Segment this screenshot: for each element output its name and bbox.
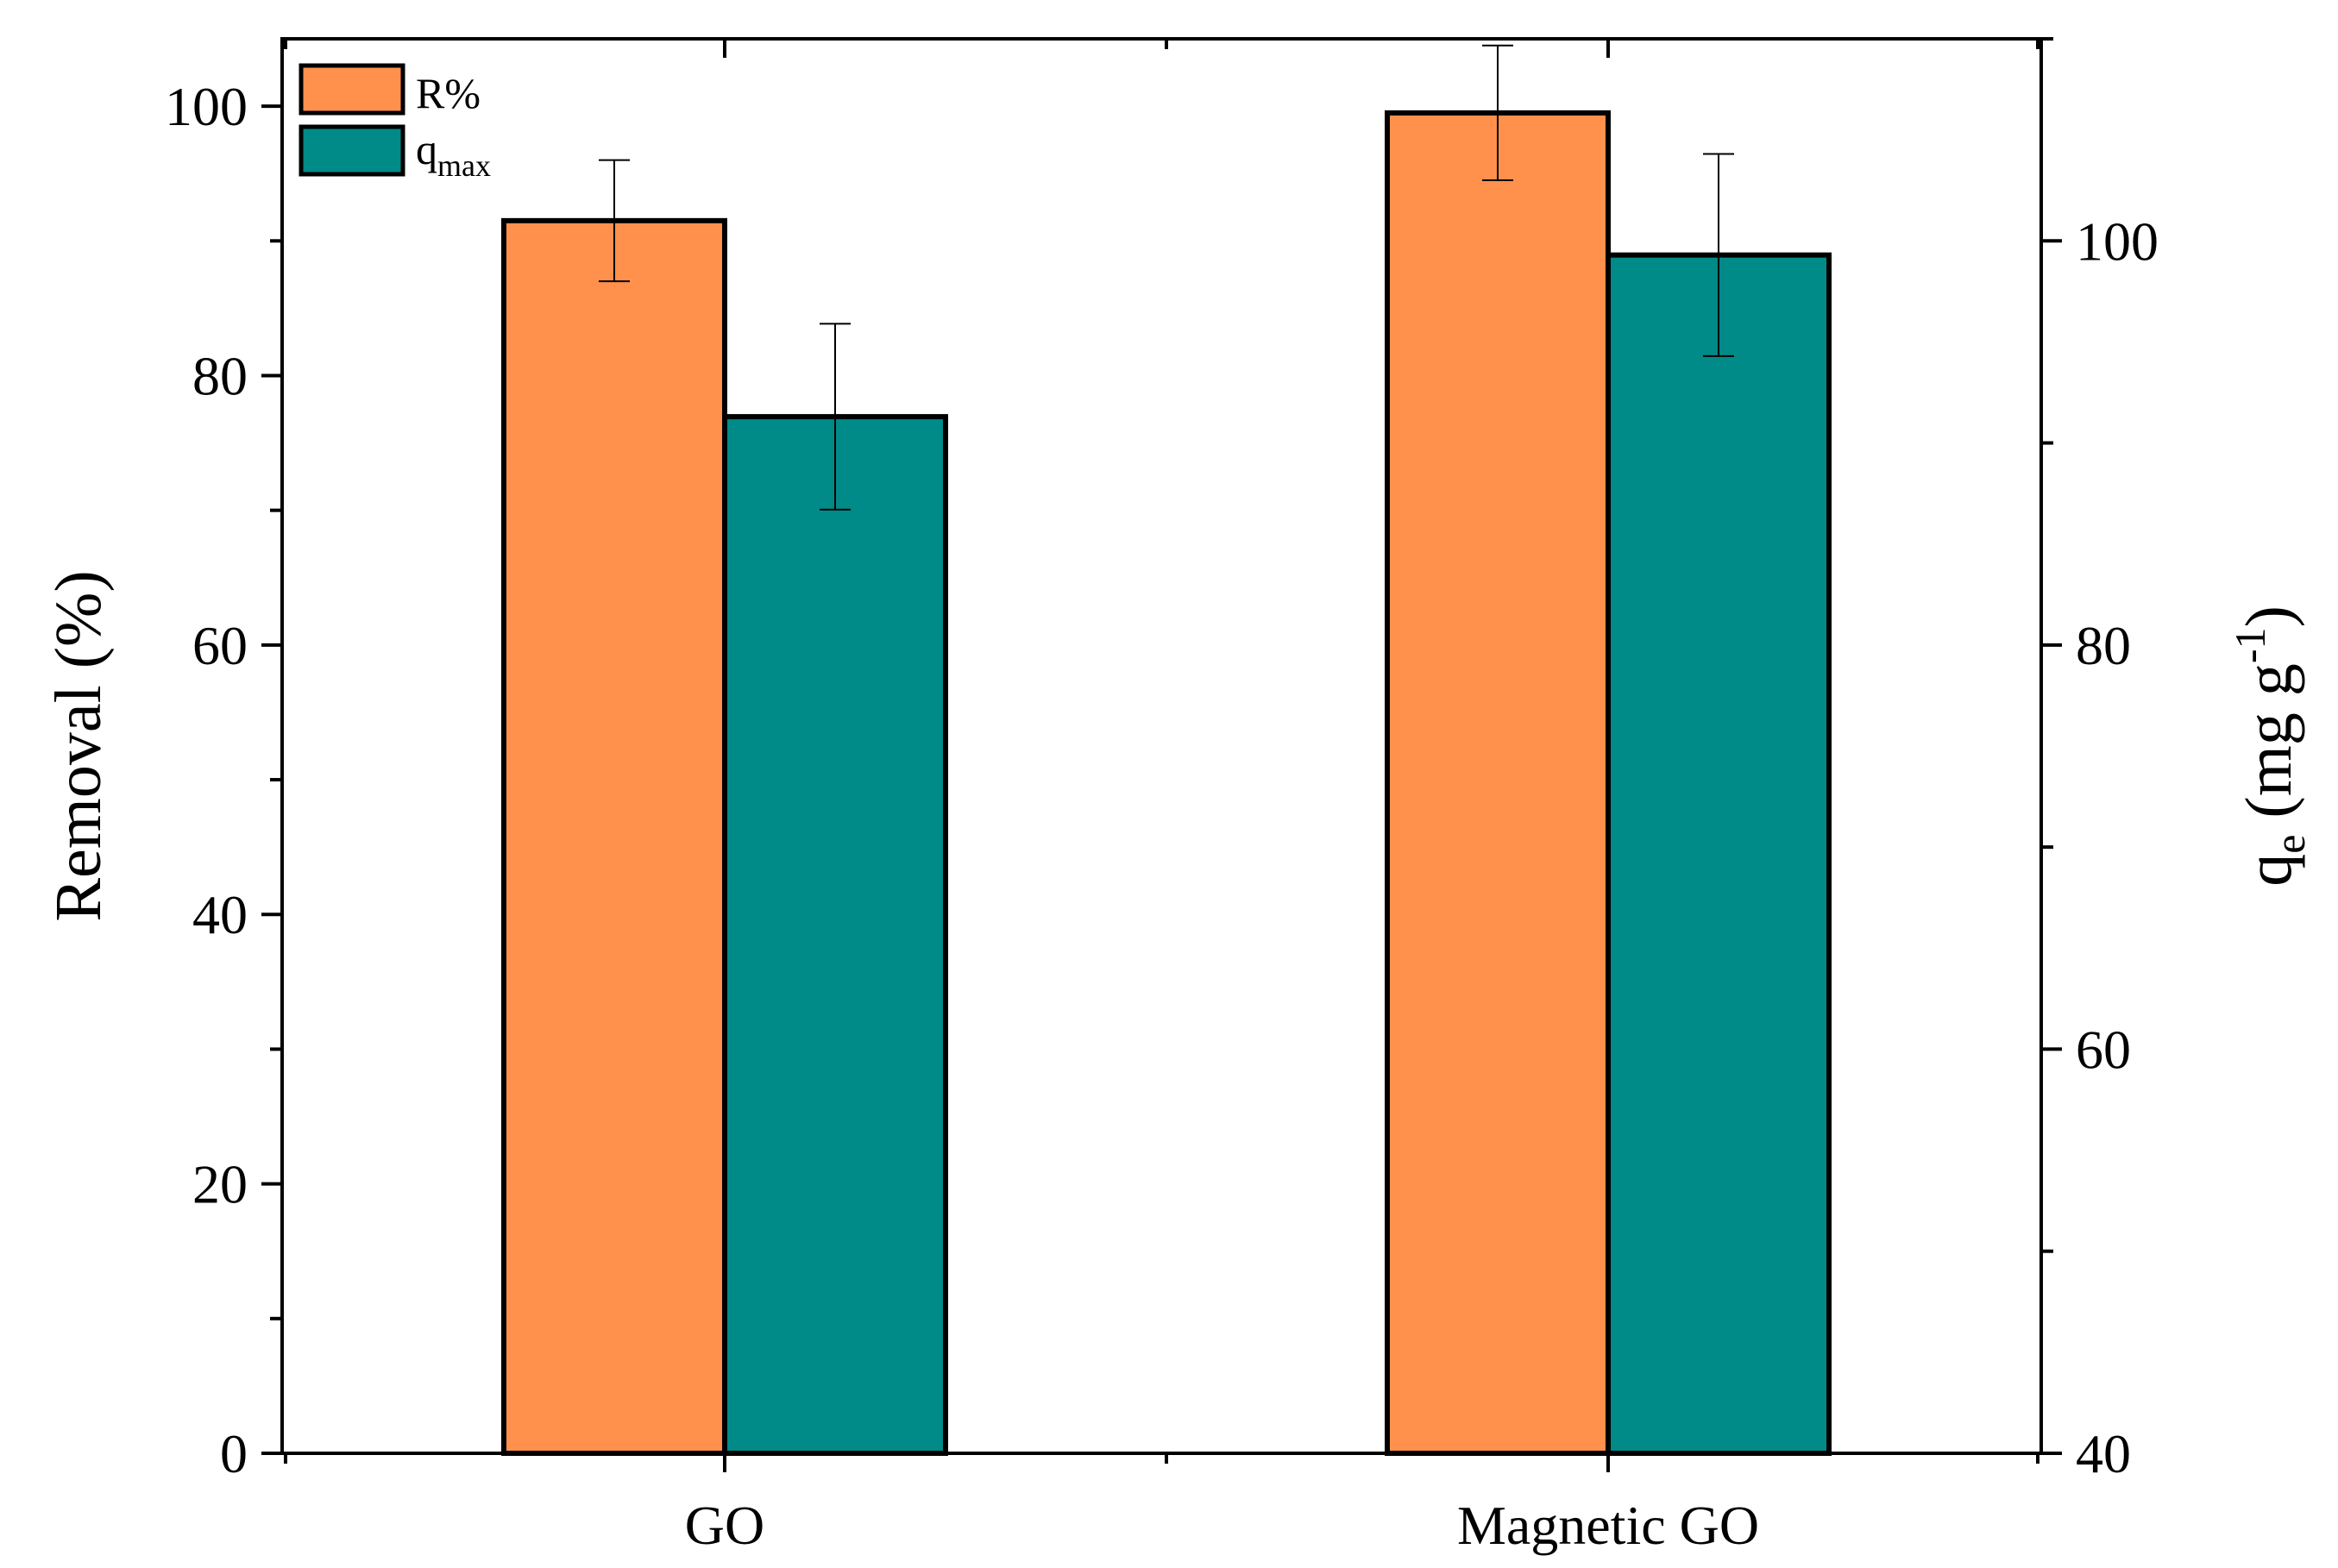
left-tick-label: 60 <box>192 615 248 676</box>
bar-removal-1 <box>1385 110 1611 1456</box>
legend-label-qmax-main: q <box>416 125 437 173</box>
right-axis-title-sup: -1 <box>2226 628 2274 664</box>
right-axis-title: qe (mg g-1) <box>2226 605 2314 887</box>
legend-label-qmax-sub: max <box>437 148 491 183</box>
left-y-axis-ticks: 0 20 40 60 80 100 <box>165 76 282 1484</box>
legend-label-qmax: qmax <box>416 125 491 183</box>
right-axis-title-rest: (mg g <box>2233 663 2305 834</box>
bar-qmax-0 <box>722 414 948 1457</box>
plot-frame <box>280 37 2043 1455</box>
bar-removal-0 <box>501 217 727 1456</box>
right-y-axis-ticks: 40 60 80 100 <box>2041 37 2159 1484</box>
legend-label-r-percent: R% <box>416 69 481 117</box>
legend: R% qmax <box>299 63 491 183</box>
left-tick-label: 80 <box>192 345 248 406</box>
right-tick-label: 60 <box>2076 1019 2131 1080</box>
x-category-label: Magnetic GO <box>1457 1495 1759 1556</box>
right-axis-title-sub: e <box>2266 835 2314 854</box>
left-tick-label: 20 <box>192 1154 248 1215</box>
right-axis-title-close: ) <box>2233 605 2305 627</box>
right-tick-label: 80 <box>2076 615 2131 676</box>
bar-qmax-1 <box>1606 252 1832 1457</box>
legend-swatch-qmax <box>299 124 405 177</box>
x-axis-ticks <box>284 39 2039 1472</box>
left-tick-label: 40 <box>192 884 248 945</box>
legend-swatch-r-percent <box>299 63 405 116</box>
left-tick-label: 100 <box>165 76 248 137</box>
legend-label-r-percent-main: R% <box>416 69 481 117</box>
x-axis-labels: GO Magnetic GO <box>685 1495 1759 1556</box>
left-tick-label: 0 <box>220 1423 248 1484</box>
right-tick-label: 40 <box>2076 1423 2131 1484</box>
x-category-label: GO <box>685 1495 764 1556</box>
error-bars <box>599 44 1734 511</box>
left-axis-title: Removal (%) <box>42 570 115 921</box>
bar-series <box>501 110 1832 1457</box>
right-tick-label: 100 <box>2076 210 2159 272</box>
right-axis-title-main: q <box>2233 854 2305 887</box>
